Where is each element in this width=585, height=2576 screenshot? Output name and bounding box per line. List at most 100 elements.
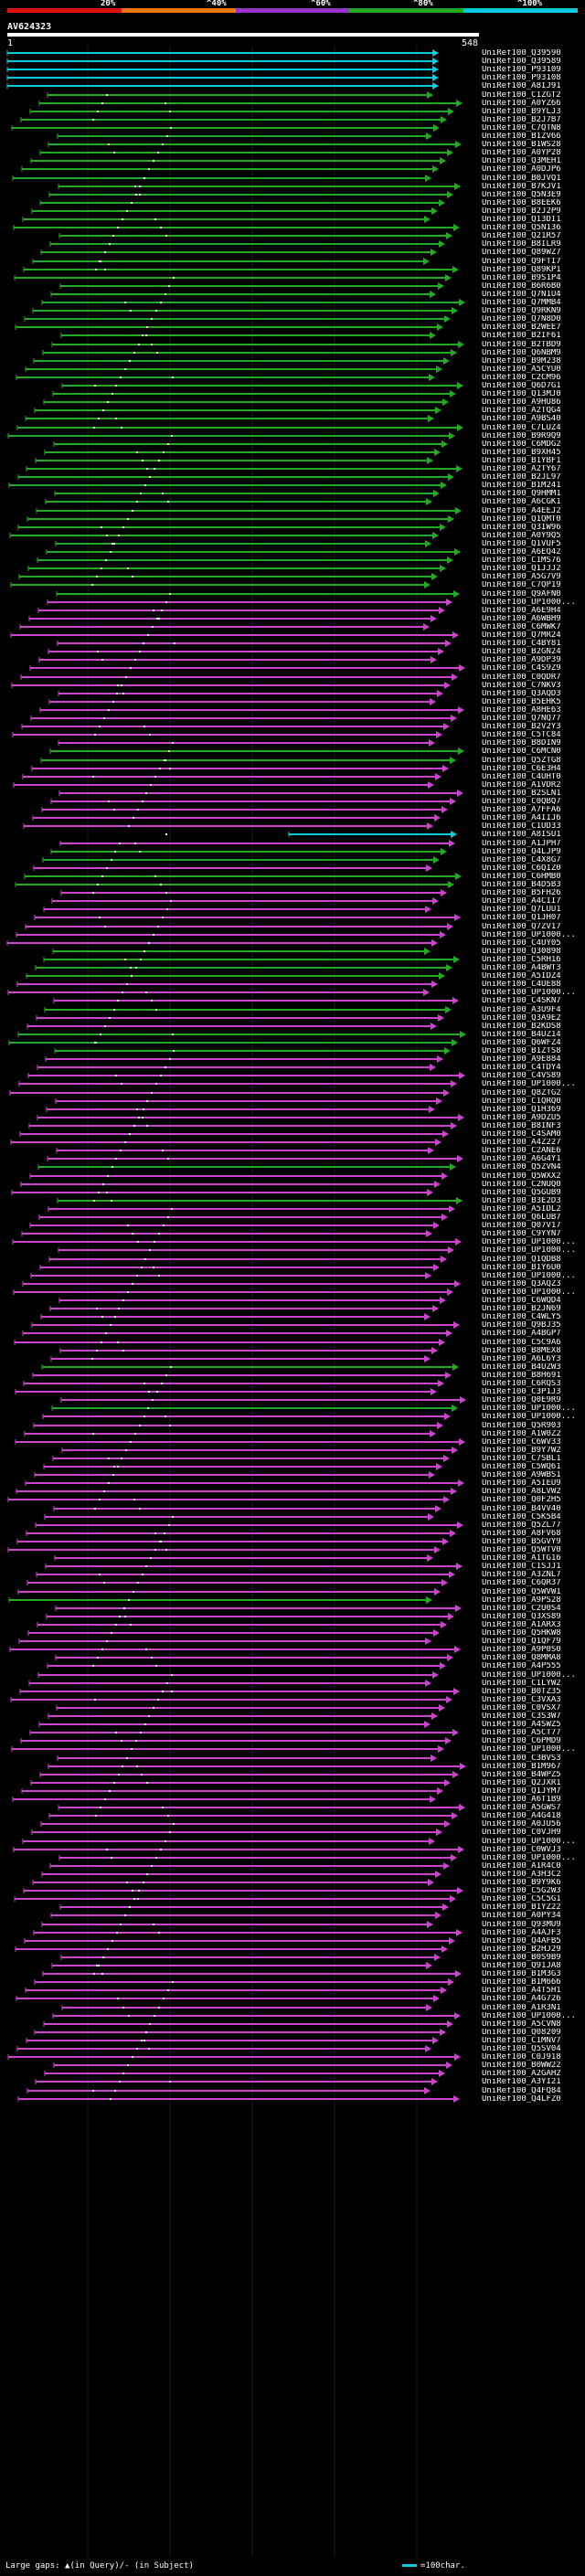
- hit-label[interactable]: UniRef100_A8IJ91: [482, 82, 561, 90]
- hit-label[interactable]: UniRef100_C0J918: [482, 2053, 561, 2062]
- hit-label[interactable]: UniRef100_B2V2Y3: [482, 723, 561, 731]
- hit-label[interactable]: UniRef100_A4EEJ2: [482, 507, 561, 515]
- hit-label[interactable]: UniRef100_C4WLY5: [482, 1313, 561, 1321]
- hit-label[interactable]: UniRef100_A0DJP6: [482, 165, 561, 174]
- hit-label[interactable]: UniRef100_A0JU56: [482, 1820, 561, 1829]
- hit-label[interactable]: UniRef100_Q08209: [482, 2029, 561, 2037]
- hit-label[interactable]: UniRef100_Q89KP1: [482, 266, 561, 274]
- hit-label[interactable]: UniRef100_A4BWT3: [482, 964, 561, 972]
- hit-label[interactable]: UniRef100_B5FH26: [482, 889, 561, 897]
- hit-label[interactable]: UniRef100_Q5WVW1: [482, 1588, 561, 1596]
- hit-label[interactable]: UniRef100_C0VSX7: [482, 1704, 561, 1712]
- hit-label[interactable]: UniRef100_B4UZ14: [482, 1031, 561, 1039]
- hit-label[interactable]: UniRef100_C7NKV3: [482, 682, 561, 690]
- hit-label[interactable]: UniRef100_A5GWS7: [482, 1804, 561, 1812]
- hit-label[interactable]: UniRef100_C0WVJ3: [482, 1846, 561, 1854]
- hit-label[interactable]: UniRef100_B2IF61: [482, 332, 561, 340]
- hit-label[interactable]: UniRef100_Q6D7G1: [482, 382, 561, 390]
- hit-label[interactable]: UniRef100_C6MCN0: [482, 747, 561, 756]
- hit-label[interactable]: UniRef100_A3ZNL7: [482, 1571, 561, 1579]
- hit-label[interactable]: UniRef100_B8DIN9: [482, 739, 561, 747]
- hit-label[interactable]: UniRef100_Q3XS89: [482, 1613, 561, 1621]
- hit-label[interactable]: UniRef100_Q13DI1: [482, 216, 561, 224]
- hit-label[interactable]: UniRef100_A9P0S0: [482, 1646, 561, 1654]
- hit-label[interactable]: UniRef100_B4UZW3: [482, 1363, 561, 1372]
- hit-label[interactable]: UniRef100_A1W0Z2: [482, 1430, 561, 1438]
- hit-label[interactable]: UniRef100_Q39590: [482, 49, 561, 58]
- hit-label[interactable]: UniRef100_A3H3C2: [482, 1871, 561, 1879]
- hit-label[interactable]: UniRef100_B4D5B3: [482, 881, 561, 889]
- hit-label[interactable]: UniRef100_Q5N136: [482, 224, 561, 232]
- hit-label[interactable]: UniRef100_C3S3W7: [482, 1712, 561, 1721]
- hit-label[interactable]: UniRef100_UP1000...: [482, 1745, 576, 1754]
- hit-label[interactable]: UniRef100_B2JL97: [482, 473, 561, 482]
- hit-label[interactable]: UniRef100_Q1QMT0: [482, 515, 561, 524]
- hit-label[interactable]: UniRef100_Q8ZTG2: [482, 1089, 561, 1097]
- hit-label[interactable]: UniRef100_B2J2P9: [482, 207, 561, 216]
- hit-label[interactable]: UniRef100_C4UY05: [482, 939, 561, 948]
- hit-label[interactable]: UniRef100_Q5HKW8: [482, 1629, 561, 1638]
- hit-label[interactable]: UniRef100_A0PY34: [482, 1912, 561, 1920]
- hit-label[interactable]: UniRef100_C1MS76: [482, 557, 561, 565]
- hit-label[interactable]: UniRef100_Q89WZ7: [482, 249, 561, 257]
- hit-label[interactable]: UniRef100_B2TBD9: [482, 341, 561, 349]
- hit-label[interactable]: UniRef100_C6QIZ0: [482, 864, 561, 873]
- hit-label[interactable]: UniRef100_B1WS28: [482, 141, 561, 149]
- hit-label[interactable]: UniRef100_C9YYN7: [482, 1230, 561, 1238]
- hit-label[interactable]: UniRef100_UP1000...: [482, 599, 576, 607]
- hit-label[interactable]: UniRef100_Q9BJ35: [482, 1321, 561, 1330]
- hit-label[interactable]: UniRef100_A2GAH2: [482, 2070, 561, 2078]
- hit-label[interactable]: UniRef100_A5CT77: [482, 1729, 561, 1737]
- hit-label[interactable]: UniRef100_B0S9B9: [482, 1954, 561, 1962]
- hit-label[interactable]: UniRef100_C5G2W3: [482, 1887, 561, 1895]
- hit-label[interactable]: UniRef100_Q9AFN0: [482, 590, 561, 599]
- hit-label[interactable]: UniRef100_B8EEK6: [482, 199, 561, 207]
- hit-label[interactable]: UniRef100_C1MNV7: [482, 2037, 561, 2045]
- hit-label[interactable]: UniRef100_A8HE63: [482, 706, 561, 715]
- hit-label[interactable]: UniRef100_B1Y6U0: [482, 1264, 561, 1272]
- hit-label[interactable]: UniRef100_A6E9H4: [482, 607, 561, 615]
- hit-label[interactable]: UniRef100_Q9FTI7: [482, 258, 561, 266]
- hit-label[interactable]: UniRef100_C5RH16: [482, 956, 561, 964]
- hit-label[interactable]: UniRef100_C1SJJ1: [482, 1563, 561, 1571]
- hit-label[interactable]: UniRef100_Q5ZVN4: [482, 1163, 561, 1171]
- hit-label[interactable]: UniRef100_B3E2D3: [482, 1197, 561, 1205]
- hit-label[interactable]: UniRef100_C4UE88: [482, 981, 561, 989]
- hit-label[interactable]: UniRef100_Q5WXX2: [482, 1172, 561, 1181]
- hit-label[interactable]: UniRef100_B8ILR9: [482, 240, 561, 249]
- hit-label[interactable]: UniRef100_UP1000...: [482, 2012, 576, 2020]
- hit-label[interactable]: UniRef100_A4CII7: [482, 897, 561, 906]
- hit-label[interactable]: UniRef100_P93109: [482, 66, 561, 74]
- hit-label[interactable]: UniRef100_A4P555: [482, 1662, 561, 1670]
- hit-label[interactable]: UniRef100_A9BS40: [482, 415, 561, 423]
- hit-label[interactable]: UniRef100_B0JVQ1: [482, 175, 561, 183]
- hit-label[interactable]: UniRef100_B0TZ35: [482, 1688, 561, 1696]
- hit-label[interactable]: UniRef100_C4X8G7: [482, 856, 561, 864]
- hit-label[interactable]: UniRef100_A5CVN8: [482, 2020, 561, 2029]
- hit-label[interactable]: UniRef100_C4S9Z9: [482, 664, 561, 673]
- hit-label[interactable]: UniRef100_B9YLJ3: [482, 108, 561, 116]
- hit-label[interactable]: UniRef100_Q0F2H5: [482, 1496, 561, 1504]
- hit-label[interactable]: UniRef100_Q3A9E2: [482, 1014, 561, 1023]
- hit-label[interactable]: UniRef100_A1TG16: [482, 1554, 561, 1563]
- hit-label[interactable]: UniRef100_Q7N8D0: [482, 315, 561, 323]
- hit-label[interactable]: UniRef100_B1ZV66: [482, 133, 561, 141]
- hit-label[interactable]: UniRef100_UP1000...: [482, 1671, 576, 1680]
- hit-label[interactable]: UniRef100_B2J7B7: [482, 116, 561, 124]
- hit-label[interactable]: UniRef100_B9XH45: [482, 449, 561, 457]
- hit-label[interactable]: UniRef100_Q21R57: [482, 232, 561, 240]
- hit-label[interactable]: UniRef100_A3U9F4: [482, 1006, 561, 1014]
- hit-label[interactable]: UniRef100_C1ZGT2: [482, 91, 561, 100]
- hit-label[interactable]: UniRef100_Q6NBM9: [482, 349, 561, 357]
- hit-label[interactable]: UniRef100_Q9HMM1: [482, 490, 561, 498]
- hit-label[interactable]: UniRef100_A3YI21: [482, 2078, 561, 2086]
- hit-label[interactable]: UniRef100_Q91JA8: [482, 1962, 561, 1970]
- hit-label[interactable]: UniRef100_B2GN24: [482, 648, 561, 656]
- hit-label[interactable]: UniRef100_Q13MJ0: [482, 390, 561, 398]
- hit-label[interactable]: UniRef100_B8MEX8: [482, 1347, 561, 1355]
- hit-label[interactable]: UniRef100_Q4LJP9: [482, 848, 561, 856]
- hit-label[interactable]: UniRef100_Q3AQZ3: [482, 1280, 561, 1288]
- hit-label[interactable]: UniRef100_B1YZ22: [482, 1903, 561, 1912]
- hit-label[interactable]: UniRef100_B9Y9K6: [482, 1879, 561, 1887]
- hit-label[interactable]: UniRef100_Q1H369: [482, 1106, 561, 1114]
